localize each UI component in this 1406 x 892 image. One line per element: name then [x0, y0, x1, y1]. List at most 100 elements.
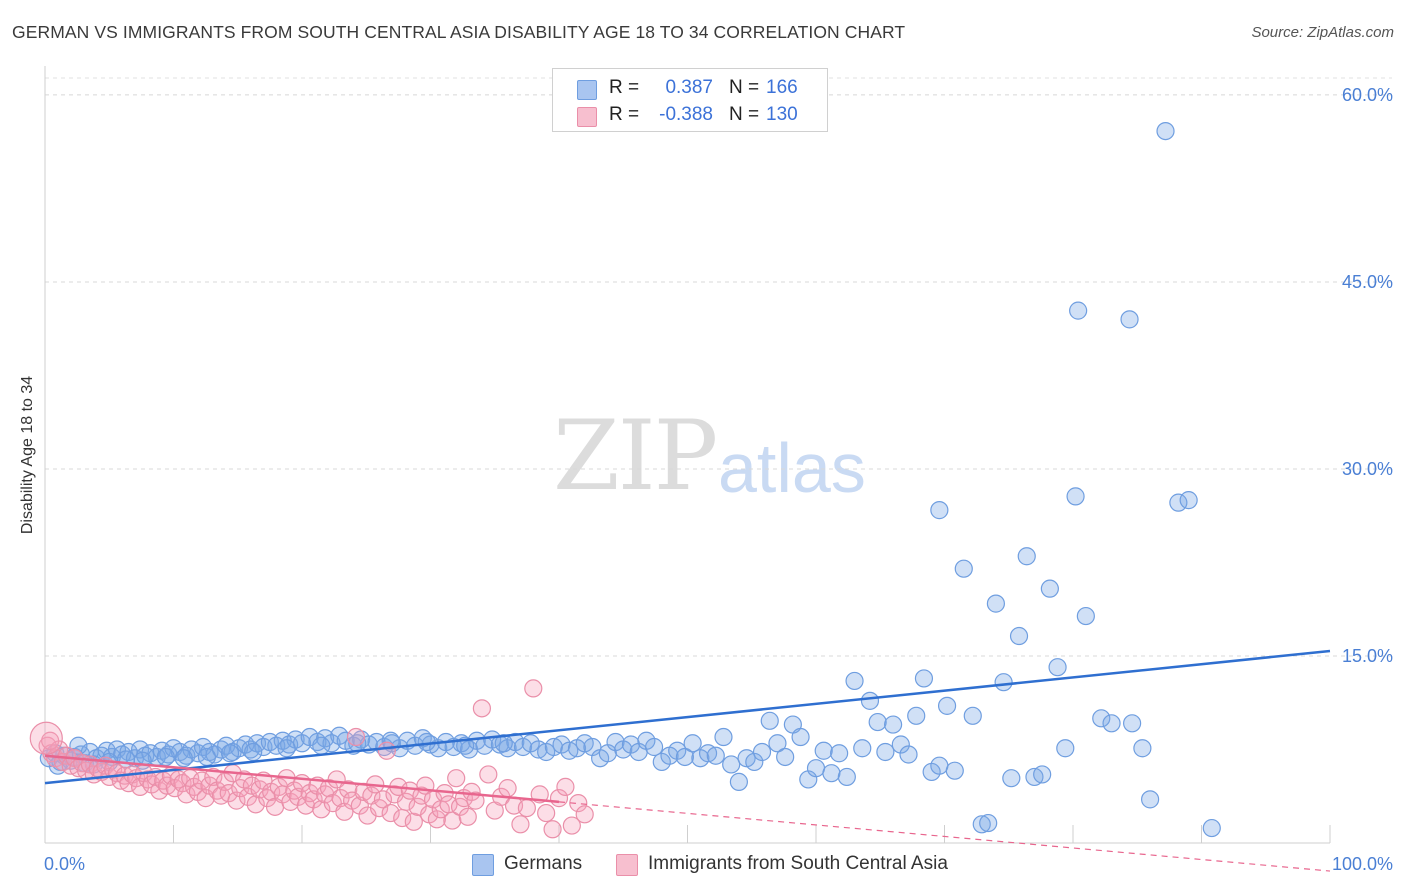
- german-point: [822, 764, 841, 783]
- immigrant-point: [246, 795, 265, 814]
- german-point: [1133, 739, 1152, 758]
- german-point: [174, 749, 193, 768]
- german-point: [1009, 626, 1029, 646]
- german-point: [644, 737, 664, 757]
- german-point: [1048, 658, 1067, 677]
- german-point: [930, 501, 949, 520]
- german-point: [156, 747, 175, 767]
- german-point: [776, 747, 795, 767]
- watermark-atlas: atlas: [718, 429, 866, 507]
- immigrant-point: [427, 810, 447, 829]
- immigrant-point: [130, 777, 150, 796]
- german-point: [930, 756, 949, 775]
- chart-title: GERMAN VS IMMIGRANTS FROM SOUTH CENTRAL …: [12, 22, 906, 42]
- german-point: [1002, 769, 1021, 788]
- immigrant-point: [312, 800, 331, 819]
- german-point: [830, 744, 849, 763]
- german-point: [675, 747, 695, 767]
- german-point: [1056, 739, 1075, 758]
- immigrant-point: [412, 786, 431, 805]
- german-point: [683, 734, 702, 753]
- german-point: [845, 671, 864, 691]
- german-point: [791, 727, 810, 747]
- german-point: [417, 732, 436, 752]
- immigrant-point: [41, 731, 60, 750]
- immigrant-point: [458, 807, 477, 826]
- german-point: [1202, 818, 1221, 838]
- german-point: [1140, 790, 1160, 809]
- immigrant-point: [396, 792, 416, 811]
- german-point: [1040, 579, 1059, 598]
- legend-r-label: R =: [609, 77, 640, 98]
- immigrant-point: [543, 820, 562, 839]
- german-point: [883, 715, 903, 734]
- immigrant-point: [327, 770, 346, 789]
- immigrant-point: [517, 798, 536, 818]
- german-point: [621, 735, 641, 754]
- german-point: [220, 744, 240, 763]
- legend-n-value: 166: [766, 77, 798, 98]
- immigrant-point: [443, 811, 462, 830]
- german-point: [891, 735, 910, 754]
- y-tick-label: 60.0%: [1342, 85, 1393, 105]
- legend-n-value: 130: [766, 104, 798, 125]
- german-point: [876, 742, 895, 762]
- immigrant-point: [524, 679, 543, 698]
- german-point: [1102, 714, 1121, 733]
- german-point: [1033, 765, 1052, 784]
- axes: [44, 66, 1331, 844]
- legend-n-label: N =: [729, 77, 760, 98]
- bottom-legend: Germans Immigrants from South Central As…: [0, 852, 1406, 878]
- watermark-zip: ZIP: [553, 400, 718, 512]
- immigrant-point: [450, 797, 470, 816]
- immigrant-point: [350, 796, 369, 815]
- y-tick-label: 30.0%: [1342, 459, 1393, 479]
- legend: R = 0.387 N = 166 R = -0.388 N = 130: [552, 68, 828, 132]
- immigrant-point: [447, 769, 466, 788]
- german-point: [760, 711, 779, 730]
- german-point: [714, 727, 733, 747]
- immigrant-point: [377, 741, 396, 760]
- immigrant-point: [304, 790, 323, 809]
- german-point: [954, 559, 973, 578]
- immigrant-point: [370, 798, 389, 818]
- grid-lines: [45, 77, 1392, 657]
- german-point: [860, 691, 880, 710]
- legend-swatch-immigrants: [577, 107, 597, 127]
- legend-row-germans: R = 0.387 N = 166: [553, 76, 827, 102]
- german-point: [837, 767, 856, 787]
- german-point: [768, 734, 787, 753]
- german-point: [1092, 709, 1111, 728]
- german-point: [1156, 121, 1175, 141]
- x-tick-label: 100.0%: [1332, 854, 1393, 874]
- german-point: [236, 735, 255, 754]
- source-label: Source: ZipAtlas.com: [1251, 24, 1394, 41]
- immigrants-swatch: [616, 854, 638, 876]
- german-point: [244, 742, 263, 762]
- german-point: [806, 759, 826, 778]
- y-tick-label: 15.0%: [1342, 646, 1393, 666]
- german-point: [868, 712, 887, 732]
- immigrant-point: [346, 727, 366, 747]
- immigrants-trend-line: [44, 754, 560, 804]
- german-point: [1076, 606, 1095, 626]
- immigrant-point: [479, 765, 498, 784]
- german-point: [706, 746, 725, 765]
- german-point: [937, 696, 957, 715]
- immigrant-point: [339, 780, 358, 799]
- immigrant-point: [373, 790, 393, 809]
- german-point: [994, 673, 1013, 692]
- y-tick-label: 45.0%: [1342, 272, 1393, 292]
- german-point: [986, 594, 1006, 613]
- germans-label: Germans: [504, 853, 583, 874]
- german-point: [1066, 487, 1085, 506]
- immigrant-point: [462, 782, 481, 801]
- german-point: [752, 742, 772, 762]
- immigrants-trend-extension: [558, 801, 1331, 872]
- immigrant-point: [511, 815, 530, 834]
- legend-r-value: -0.388: [659, 104, 713, 125]
- immigrant-point: [562, 816, 581, 835]
- immigrant-point: [537, 803, 556, 823]
- germans-swatch: [472, 854, 494, 876]
